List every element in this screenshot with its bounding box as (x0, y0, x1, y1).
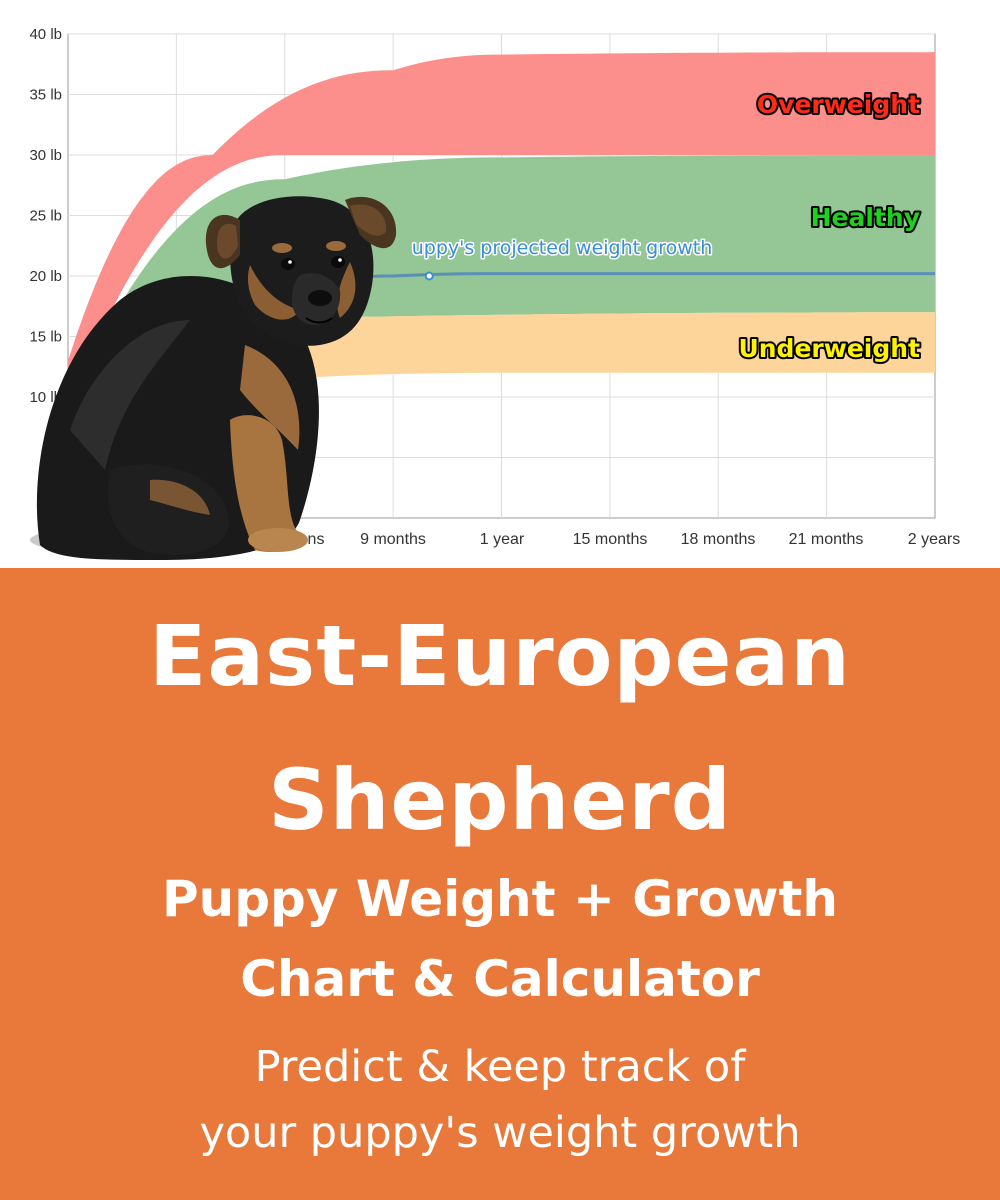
band-overweight (68, 52, 935, 410)
y-tick-label: 35 lb (29, 87, 62, 104)
y-tick-label: 20 lb (29, 268, 62, 285)
x-tick-label-partial: ns (308, 531, 325, 548)
x-tick-label: 2 years (908, 531, 960, 548)
y-tick-label: 10 lb (29, 389, 62, 406)
x-tick-label: 15 months (573, 531, 648, 548)
subtitle-line1: Puppy Weight + Growth (162, 870, 838, 928)
x-tick-label: 18 months (681, 531, 756, 548)
description-line2: your puppy's weight growth (199, 1108, 801, 1158)
series-marker (424, 271, 434, 281)
y-tick-label: 40 lb (29, 26, 62, 43)
title-breed-line1: East-European (149, 607, 851, 705)
zone-label-healthy: Healthy (811, 203, 920, 232)
x-tick-label: 1 year (480, 531, 525, 548)
title-breed-line2: Shepherd (268, 751, 732, 849)
zone-label-overweight: Overweight (757, 90, 920, 119)
zone-label-underweight: Underweight (738, 334, 920, 363)
series-label: uppy's projected weight growth (412, 237, 713, 259)
description-line1: Predict & keep track of (254, 1042, 746, 1092)
puppy-photo (30, 196, 397, 560)
y-tick-label: 30 lb (29, 147, 62, 164)
chart-labels: uppy's projected weight growth Overweight… (410, 88, 922, 365)
y-tick-label: 25 lb (29, 208, 62, 225)
x-tick-label: 21 months (789, 531, 864, 548)
subtitle-line2: Chart & Calculator (240, 950, 760, 1008)
y-tick-label: 15 lb (29, 329, 62, 346)
title-banner: East-European Shepherd Puppy Weight + Gr… (0, 568, 1000, 1200)
x-tick-label: 9 months (360, 531, 426, 548)
